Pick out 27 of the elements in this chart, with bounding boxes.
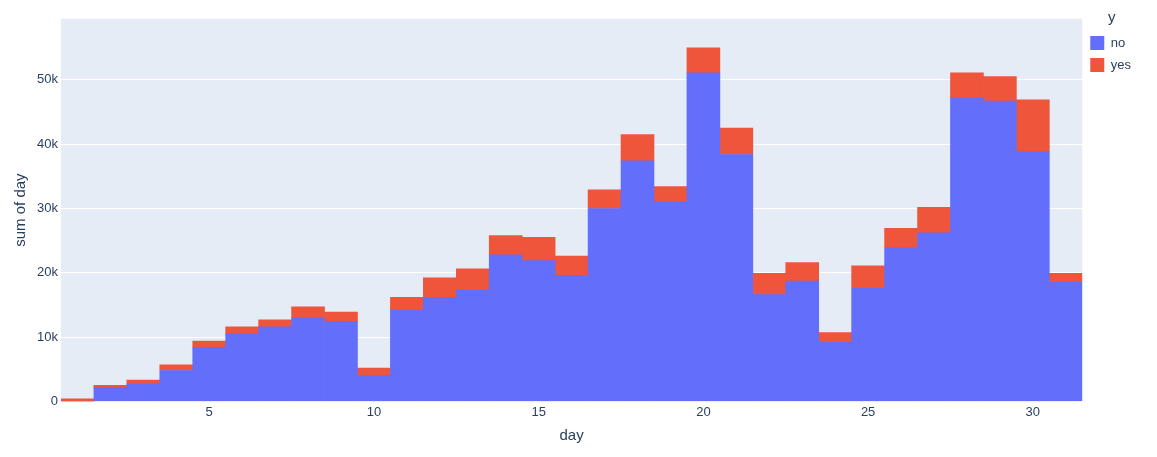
- y-tick-label: 50k: [36, 71, 59, 87]
- bar: [653, 186, 688, 203]
- y-tick-label: 0: [50, 392, 58, 408]
- bar: [719, 127, 754, 155]
- legend-label: no: [1110, 34, 1126, 50]
- bar: [620, 134, 655, 162]
- bar: [390, 296, 424, 311]
- x-tick-label: 5: [205, 403, 213, 419]
- bar: [587, 189, 622, 209]
- bar: [225, 326, 259, 335]
- bar: [686, 47, 721, 74]
- bar: [851, 265, 885, 289]
- y-tick-label: 40k: [36, 135, 59, 151]
- x-tick-label: 30: [1025, 403, 1041, 419]
- legend-title: y: [1107, 7, 1116, 25]
- x-tick-label: 10: [366, 403, 382, 419]
- y-tick-label: 20k: [36, 264, 59, 280]
- y-tick-label: 10k: [36, 328, 59, 344]
- y-axis-title: sum of day: [11, 172, 29, 247]
- y-tick-label: 30k: [36, 200, 59, 216]
- x-tick-label: 25: [860, 403, 876, 419]
- bar: [159, 364, 194, 371]
- x-tick-label: 15: [531, 403, 546, 419]
- legend-label: yes: [1110, 56, 1132, 72]
- x-axis-title: day: [559, 426, 585, 444]
- x-tick-label: 20: [696, 403, 711, 419]
- bar: [818, 332, 852, 343]
